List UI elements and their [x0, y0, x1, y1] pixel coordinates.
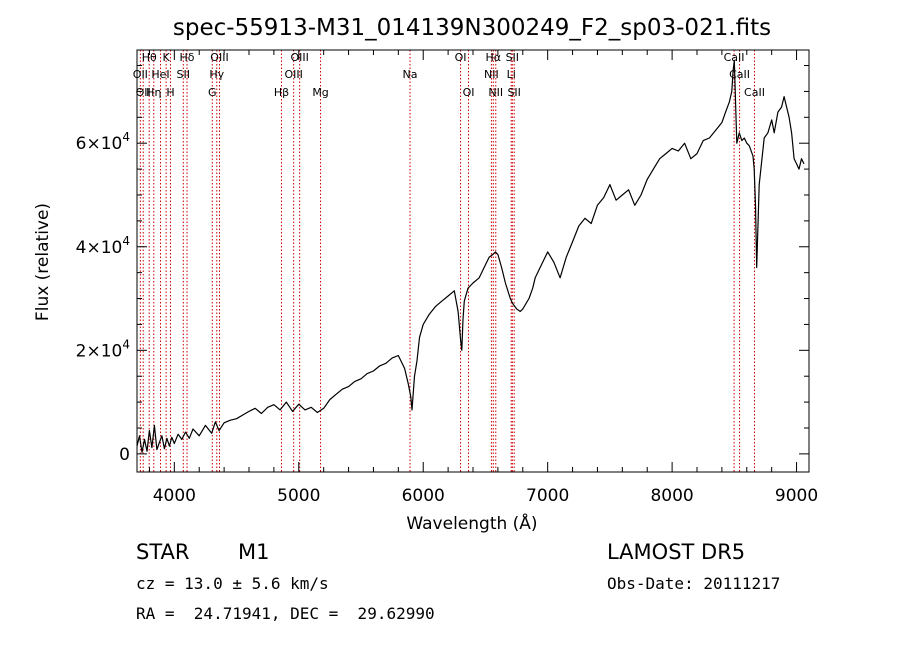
- spectral-line-label: NII: [488, 86, 503, 99]
- y-axis-label: Flux (relative): [33, 203, 53, 321]
- spectral-line-label: Hδ: [180, 51, 195, 64]
- spectral-line-label: SII: [507, 86, 520, 99]
- spectral-line-label: G: [208, 86, 217, 99]
- spectral-line-label: OIII: [210, 51, 228, 64]
- y-axis-ticks: 0 2×104 4×104 6×104: [76, 65, 809, 465]
- spectral-line-label: K: [163, 51, 171, 64]
- observation-date: Obs-Date: 20111217: [607, 574, 781, 593]
- spectral-line-label: OI: [463, 86, 475, 99]
- plot-frame: [136, 49, 810, 473]
- spectral-line-label: Hβ: [274, 86, 289, 99]
- x-tick-label: 7000: [526, 486, 569, 506]
- spectral-line-label: Hη: [146, 86, 161, 99]
- spectral-line-labels: OIIOIIHθHηHeIKHSIIHδGHγOIIIHβOIIIOIIIMgN…: [133, 51, 765, 99]
- spectral-line-label: Na: [403, 68, 418, 81]
- spectral-line-label: OI: [455, 51, 467, 64]
- spectral-line-label: Li: [507, 68, 516, 81]
- y-tick-label: 4×104: [76, 234, 130, 258]
- x-axis-label: Wavelength (Å): [406, 512, 537, 534]
- x-axis-ticks: 4000 5000 6000 7000 8000 9000: [148, 50, 818, 506]
- spectral-line-label: SII: [506, 51, 519, 64]
- survey-name: LAMOST DR5: [607, 540, 746, 564]
- spectral-line-label: OIII: [290, 51, 308, 64]
- spectrum-series-line: [136, 59, 805, 453]
- spectral-line-label: NII: [484, 68, 499, 81]
- chart-title: spec-55913-M31_014139N300249_F2_sp03-021…: [173, 15, 771, 41]
- spectral-line-label: OII: [136, 86, 151, 99]
- spectral-line-label: Hθ: [142, 51, 157, 64]
- x-tick-label: 8000: [650, 486, 693, 506]
- spectral-line-label: CaII: [744, 86, 765, 99]
- object-subclass: M1: [238, 540, 270, 564]
- spectral-lines-layer: [139, 50, 755, 472]
- spectral-line-label: Hγ: [209, 68, 224, 81]
- y-tick-label: 2×104: [76, 337, 130, 361]
- y-tick-label: 0: [119, 445, 130, 465]
- spectral-line-label: SII: [177, 68, 190, 81]
- y-tick-label: 6×104: [76, 130, 130, 154]
- x-tick-label: 4000: [153, 486, 196, 506]
- redshift-velocity: cz = 13.0 ± 5.6 km/s: [136, 574, 329, 593]
- x-tick-label: 5000: [277, 486, 320, 506]
- x-tick-label: 9000: [775, 486, 818, 506]
- spectral-line-label: HeI: [151, 68, 169, 81]
- object-class: STAR: [136, 540, 190, 564]
- spectral-line-label: H: [166, 86, 174, 99]
- x-tick-label: 6000: [402, 486, 445, 506]
- ra-dec-coordinates: RA = 24.71941, DEC = 29.62990: [136, 604, 435, 623]
- spectral-line-label: CaII: [724, 51, 745, 64]
- spectral-line-label: OIII: [284, 68, 302, 81]
- spectral-line-label: OII: [133, 68, 148, 81]
- spectral-line-label: Mg: [312, 86, 328, 99]
- spectral-line-label: Hα: [486, 51, 502, 64]
